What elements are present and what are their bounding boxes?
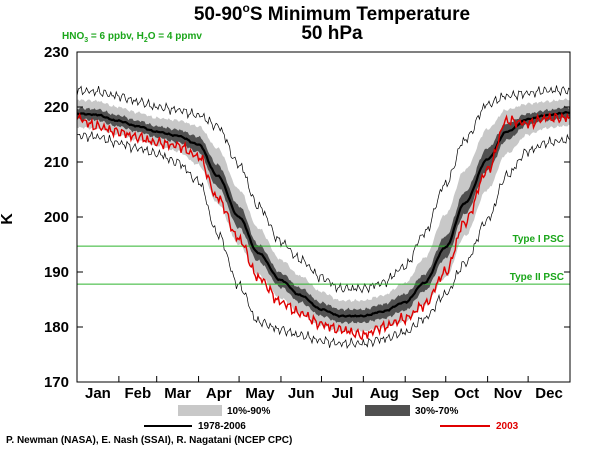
y-tick-label: 210 [44,154,69,171]
x-tick-label: Aug [370,385,399,402]
extreme-layer [76,85,571,349]
y-axis: 170 180 190 200 210 220 230 [44,44,570,391]
chart-title: 50-90oS Minimum Temperature [194,1,470,25]
extreme-lower-line [76,131,571,349]
plot-frame [76,51,571,383]
x-axis: Jan Feb Mar Apr May Jun Jul Aug Sep Oct Nov Dec [76,376,571,402]
band-30-70- [77,105,570,325]
y-tick-label: 190 [44,264,69,281]
y-axis-label: K [0,213,16,225]
legend-band-dark-label: 30%-70% [415,406,458,417]
y-tick-label: 200 [44,209,69,226]
x-tick-label: Mar [164,385,191,402]
x-tick-label: Jan [85,385,111,402]
legend-year-label: 2003 [496,421,519,432]
legend-band-dark-swatch [365,405,410,416]
legend-mean-label: 1978-2006 [198,421,246,432]
x-tick-label: May [245,385,275,402]
y-tick-label: 180 [44,319,69,336]
band-layer [77,98,570,333]
legend-band-light-label: 10%-90% [227,406,270,417]
x-tick-label: Oct [454,385,479,402]
x-tick-label: Jun [288,385,315,402]
x-tick-label: Dec [535,385,563,402]
legend-band-light-swatch [178,405,222,416]
x-tick-label: Sep [412,385,440,402]
line-layer [76,110,571,341]
series-mean-line [76,110,571,318]
threshold-label-0: Type I PSC [513,234,565,245]
threshold-label-1: Type II PSC [510,272,564,283]
y-tick-label: 220 [44,99,69,116]
x-tick-label: Nov [494,385,523,402]
chart-subtitle: 50 hPa [301,23,363,44]
extreme-upper-line [76,85,571,294]
series-2003-line [76,112,571,341]
x-tick-label: Apr [206,385,232,402]
legend: 1978-2006 10%-90% 30%-70% 2003 [144,405,519,432]
x-tick-label: Jul [332,385,354,402]
conditions-note: HNO3 = 6 ppbv, H2O = 4 ppmv [62,31,202,44]
y-tick-label: 230 [44,44,69,61]
x-tick-label: Feb [124,385,151,402]
credits: P. Newman (NASA), E. Nash (SSAI), R. Nag… [6,435,292,446]
y-tick-label: 170 [44,374,69,391]
threshold-layer: Type I PSC Type II PSC [77,234,570,285]
